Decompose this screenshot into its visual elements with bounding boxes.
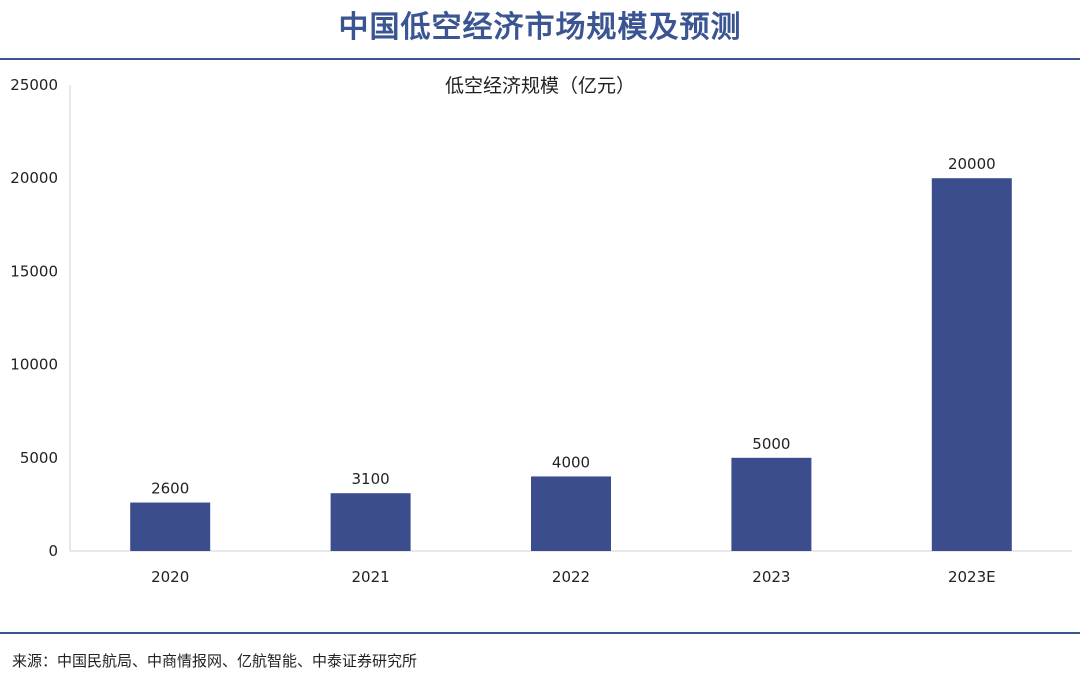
data-label: 3100 (352, 470, 390, 488)
data-label: 2600 (151, 480, 189, 498)
bar-2021 (330, 493, 411, 551)
y-tick-label: 20000 (10, 169, 58, 187)
page-title: 中国低空经济市场规模及预测 (338, 10, 742, 45)
y-tick-label: 0 (48, 542, 58, 560)
x-tick-label: 2020 (151, 568, 189, 586)
top-divider (0, 58, 1080, 60)
bar-2023 (731, 457, 812, 551)
bar-2022 (531, 476, 611, 551)
y-tick-label: 25000 (10, 76, 58, 94)
y-tick-label: 5000 (20, 449, 58, 467)
data-label: 20000 (948, 155, 996, 173)
y-tick-label: 10000 (10, 356, 58, 374)
data-label: 4000 (552, 453, 590, 471)
source-note: 来源：中国民航局、中商情报网、亿航智能、中泰证券研究所 (12, 652, 418, 670)
data-label: 5000 (752, 435, 790, 453)
bar-2023E (931, 178, 1012, 551)
bar-2020 (130, 502, 211, 551)
x-tick-label: 2023E (948, 568, 996, 586)
x-tick-label: 2021 (352, 568, 390, 586)
x-tick-label: 2023 (752, 568, 790, 586)
bottom-divider (0, 632, 1080, 634)
x-tick-label: 2022 (552, 568, 590, 586)
chart-title: 低空经济规模（亿元） (445, 75, 635, 97)
bar-chart: 低空经济规模（亿元） 0 5000 10000 15000 20000 25000 260… (10, 75, 1072, 586)
y-tick-label: 15000 (10, 262, 58, 280)
